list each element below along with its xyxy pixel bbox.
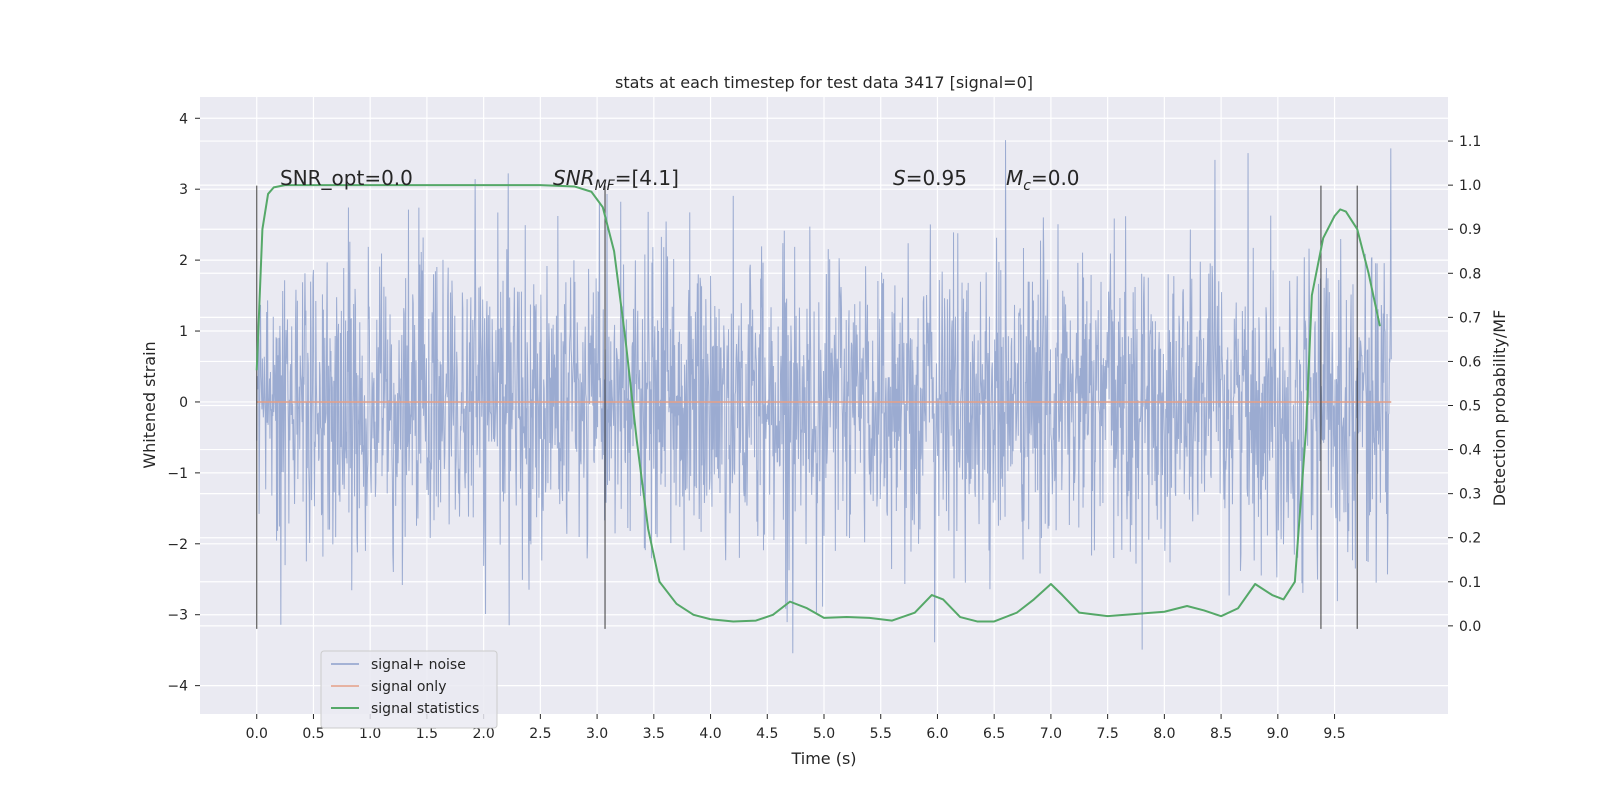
y2-tick-label: 0.0	[1459, 619, 1481, 635]
noise-line	[256, 140, 1392, 654]
annotation-mc: Mc=0.0	[1006, 166, 1080, 194]
x-tick-label: 4.5	[756, 726, 778, 742]
y-tick-label: −1	[167, 466, 188, 482]
x-tick-labels: 0.0 0.5 1.0 1.5 2.0 2.5 3.0 3.5 4.0 4.5 5.0 5.5 6.0 6…	[246, 714, 1346, 742]
y-tick-label: 1	[179, 324, 188, 340]
y2-tick-label: 0.1	[1459, 575, 1481, 591]
x-tick-label: 1.5	[416, 726, 438, 742]
y-tick-labels: 4 3 2 1 0 −1 −2 −3 −4	[167, 111, 200, 695]
legend-label-noise: signal+ noise	[371, 657, 466, 673]
annotation-s: S=0.95	[893, 166, 967, 190]
vertical-markers	[256, 185, 1358, 629]
x-tick-label: 9.5	[1323, 726, 1345, 742]
x-tick-label: 7.5	[1097, 726, 1119, 742]
x-tick-label: 6.0	[926, 726, 948, 742]
y2-tick-label: 0.5	[1459, 399, 1481, 415]
legend-label-stats: signal statistics	[371, 701, 479, 717]
legend: signal+ noise signal only signal statist…	[320, 650, 498, 729]
y2-tick-label: 1.1	[1459, 134, 1481, 150]
y-axis-label: Whitened strain	[140, 341, 159, 468]
y2-tick-label: 0.3	[1459, 487, 1481, 503]
y2-axis-label: Detection probability/MF	[1490, 310, 1509, 507]
chart-title: stats at each timestep for test data 341…	[615, 73, 1033, 92]
x-tick-label: 3.0	[586, 726, 608, 742]
y2-tick-label: 0.4	[1459, 443, 1481, 459]
x-tick-label: 6.5	[983, 726, 1005, 742]
y-tick-label: −4	[167, 679, 188, 695]
y-tick-label: 0	[179, 395, 188, 411]
y-tick-label: 2	[179, 253, 188, 269]
x-tick-label: 3.5	[643, 726, 665, 742]
noise-series	[256, 140, 1392, 654]
legend-label-signal: signal only	[371, 679, 446, 695]
x-tick-label: 8.5	[1210, 726, 1232, 742]
y2-tick-label: 0.6	[1459, 354, 1481, 370]
annotation-s-rest: =0.95	[906, 166, 967, 190]
legend-box	[320, 650, 498, 729]
x-tick-label: 0.5	[302, 726, 324, 742]
x-tick-label: 0.0	[246, 726, 268, 742]
y2-tick-label: 0.8	[1459, 266, 1481, 282]
y2-tick-label: 1.0	[1459, 178, 1481, 194]
y-tick-label: −3	[167, 608, 188, 624]
x-tick-label: 9.0	[1267, 726, 1289, 742]
y2-tick-label: 0.2	[1459, 531, 1481, 547]
annotation-mc-rest: =0.0	[1031, 166, 1080, 190]
x-tick-label: 8.0	[1153, 726, 1175, 742]
y-tick-label: 4	[179, 111, 188, 127]
x-tick-label: 5.0	[813, 726, 835, 742]
annotation-snr-mf-base: SNR	[553, 166, 595, 190]
x-tick-label: 7.0	[1040, 726, 1062, 742]
annotation-mc-sub: c	[1023, 178, 1031, 194]
y-tick-label: −2	[167, 537, 188, 553]
x-tick-label: 1.0	[359, 726, 381, 742]
x-tick-label: 4.0	[699, 726, 721, 742]
x-tick-label: 2.0	[473, 726, 495, 742]
annotation-snr-mf-sub: MF	[595, 178, 616, 194]
statistics-series	[255, 184, 1381, 623]
annotation-mc-var: M	[1006, 166, 1023, 190]
x-axis-label: Time (s)	[790, 749, 856, 768]
y2-tick-labels: 1.1 1.0 0.9 0.8 0.7 0.6 0.5 0.4 0.3 0.2 0.1 0.0	[1448, 134, 1481, 635]
annotation-snr-opt: SNR_opt=0.0	[280, 166, 413, 190]
y-tick-label: 3	[179, 182, 188, 198]
statistics-line	[255, 184, 1381, 623]
annotation-s-var: S	[893, 166, 906, 190]
x-tick-label: 5.5	[870, 726, 892, 742]
y2-tick-label: 0.7	[1459, 310, 1481, 326]
annotation-snr-mf: SNRMF=[4.1]	[553, 166, 679, 194]
y2-tick-label: 0.9	[1459, 222, 1481, 238]
annotation-snr-mf-rest: =[4.1]	[615, 166, 679, 190]
x-tick-label: 2.5	[529, 726, 551, 742]
